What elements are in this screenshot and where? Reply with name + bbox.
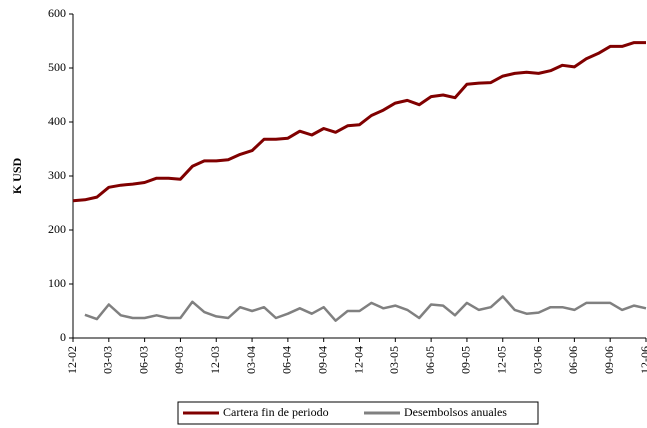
x-tick-label: 03-03 <box>101 346 115 374</box>
y-tick-label: 100 <box>48 276 66 290</box>
y-axis-label: K USD <box>10 157 24 194</box>
y-tick-label: 200 <box>48 222 66 236</box>
x-tick-label: 12-05 <box>495 346 509 374</box>
x-tick-label: 03-05 <box>387 346 401 374</box>
x-tick-label: 03-06 <box>530 346 544 374</box>
x-tick-label: 06-05 <box>423 346 437 374</box>
x-tick-label: 09-04 <box>315 346 329 374</box>
legend-label: Cartera fin de periodo <box>223 405 329 419</box>
x-tick-label: 12-02 <box>65 346 79 374</box>
x-tick-label: 09-03 <box>172 346 186 374</box>
y-tick-label: 0 <box>60 330 66 344</box>
x-tick-label: 09-06 <box>602 346 616 374</box>
legend-box <box>177 401 539 425</box>
series-line <box>72 41 646 203</box>
x-tick-label: 12-06 <box>638 346 647 374</box>
legend-label: Desembolsos anuales <box>404 405 507 419</box>
x-tick-label: 09-05 <box>459 346 473 374</box>
x-tick-label: 06-06 <box>566 346 580 374</box>
x-tick-label: 12-04 <box>351 346 365 374</box>
y-tick-label: 400 <box>48 114 66 128</box>
x-tick-label: 06-04 <box>280 346 294 374</box>
y-tick-label: 300 <box>48 168 66 182</box>
x-tick-label: 03-04 <box>244 346 258 374</box>
x-tick-label: 06-03 <box>136 346 150 374</box>
y-tick-label: 600 <box>48 6 66 20</box>
x-tick-label: 12-03 <box>208 346 222 374</box>
series-line <box>84 295 647 322</box>
y-tick-label: 500 <box>48 60 66 74</box>
